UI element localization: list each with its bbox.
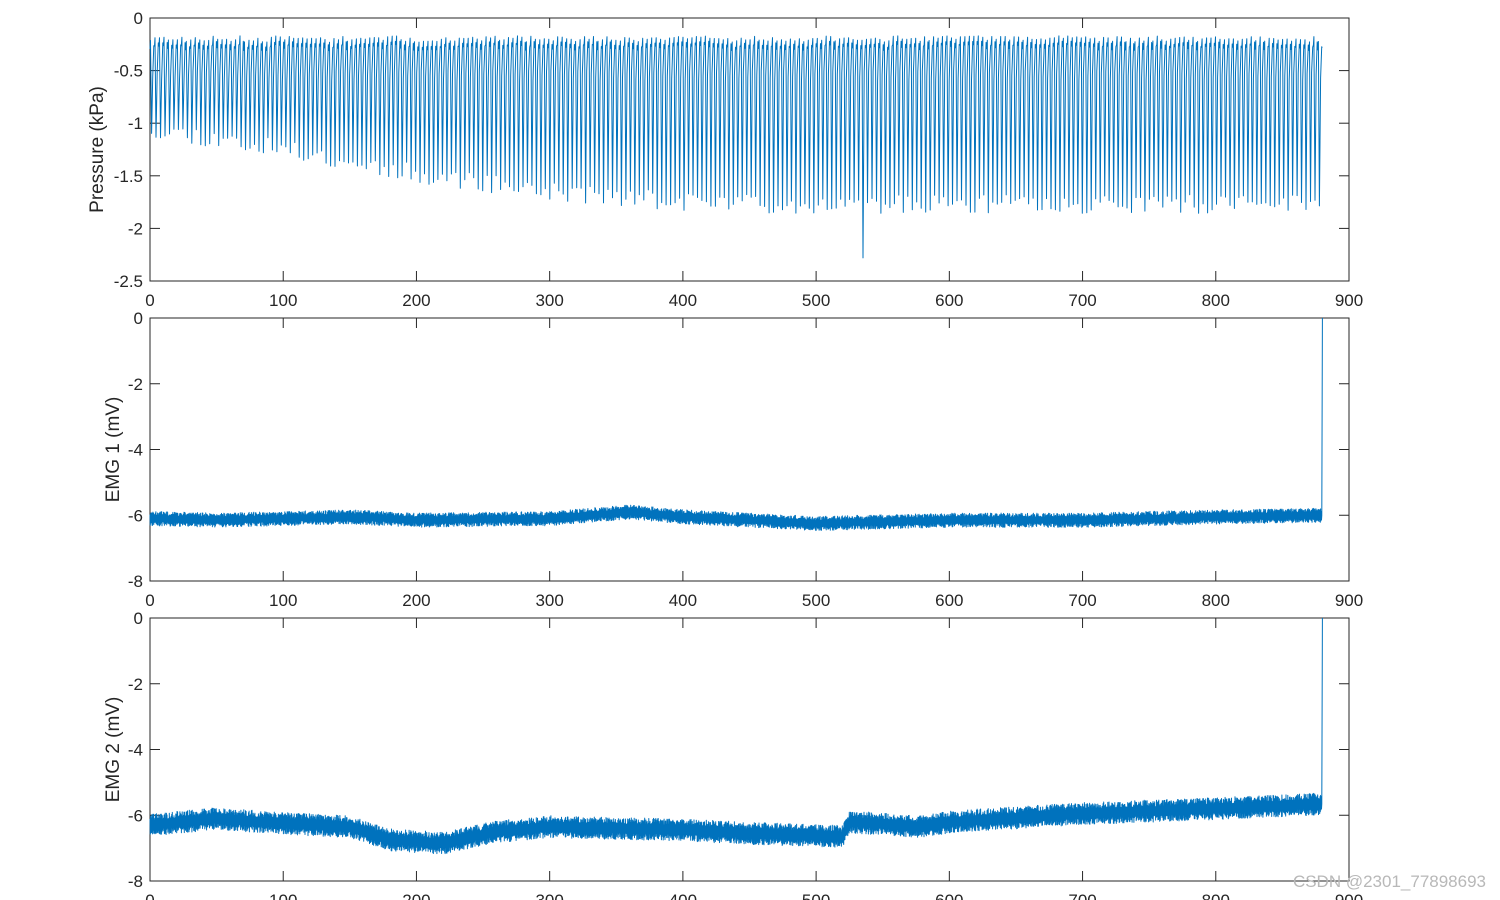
y-tick-label: -8 xyxy=(128,872,143,891)
x-tick-label: 0 xyxy=(145,291,154,310)
series-line xyxy=(149,617,1323,855)
x-tick-label: 900 xyxy=(1335,891,1363,900)
x-tick-label: 200 xyxy=(402,291,430,310)
x-tick-label: 200 xyxy=(402,891,430,900)
x-tick-label: 300 xyxy=(535,591,563,610)
y-tick-label: -6 xyxy=(128,506,143,525)
x-tick-label: 300 xyxy=(535,291,563,310)
x-tick-label: 100 xyxy=(269,291,297,310)
x-tick-label: 800 xyxy=(1202,291,1230,310)
x-tick-label: 300 xyxy=(535,891,563,900)
y-axis-label: EMG 2 (mV) xyxy=(103,697,124,803)
x-tick-label: 700 xyxy=(1068,291,1096,310)
y-tick-label: 0 xyxy=(134,609,143,628)
y-axis-label: EMG 1 (mV) xyxy=(103,397,124,503)
x-tick-label: 400 xyxy=(669,291,697,310)
y-tick-label: -2 xyxy=(128,219,143,238)
series-line xyxy=(149,35,1323,259)
x-tick-label: 600 xyxy=(935,291,963,310)
x-tick-label: 800 xyxy=(1202,591,1230,610)
y-tick-label: -2 xyxy=(128,375,143,394)
subplot-2: 0 100 200 300 400 500 600 700 800 900 0 -2 -4 -6 -8 EMG… xyxy=(103,309,1363,610)
watermark: CSDN @2301_77898693 xyxy=(1292,872,1486,891)
y-tick-label: -1.5 xyxy=(114,167,143,186)
x-tick-label: 400 xyxy=(669,891,697,900)
x-tick-label: 900 xyxy=(1335,291,1363,310)
y-tick-label: -1 xyxy=(128,114,143,133)
y-axis-label: Pressure (kPa) xyxy=(87,86,108,213)
x-tick-label: 500 xyxy=(802,591,830,610)
y-tick-label: -8 xyxy=(128,572,143,591)
x-tick-label: 800 xyxy=(1202,891,1230,900)
y-tick-label: -2 xyxy=(128,675,143,694)
x-tick-label: 0 xyxy=(145,891,154,900)
y-tick-label: -4 xyxy=(128,441,143,460)
x-tick-label: 600 xyxy=(935,891,963,900)
x-tick-label: 900 xyxy=(1335,591,1363,610)
y-tick-label: -4 xyxy=(128,741,143,760)
x-tick-label: 500 xyxy=(802,291,830,310)
x-tick-label: 500 xyxy=(802,891,830,900)
subplot-1: 0 100 200 300 400 500 600 700 800 900 0 -0.5 -1 -1.5 -… xyxy=(87,9,1363,310)
x-tick-label: 700 xyxy=(1068,591,1096,610)
x-tick-label: 100 xyxy=(269,591,297,610)
x-tick-label: 600 xyxy=(935,591,963,610)
y-tick-label: 0 xyxy=(134,309,143,328)
series-line xyxy=(149,317,1323,531)
x-tick-label: 400 xyxy=(669,591,697,610)
x-tick-label: 100 xyxy=(269,891,297,900)
x-tick-label: 200 xyxy=(402,591,430,610)
y-tick-label: -6 xyxy=(128,806,143,825)
y-tick-label: -0.5 xyxy=(114,62,143,81)
subplot-3: 0 100 200 300 400 500 600 700 800 900 0 -2 -4 -6 -8 EMG… xyxy=(103,609,1363,900)
y-tick-label: -2.5 xyxy=(114,272,143,291)
axes-box xyxy=(149,317,1350,582)
x-tick-label: 700 xyxy=(1068,891,1096,900)
x-tick-label: 0 xyxy=(145,591,154,610)
y-tick-label: 0 xyxy=(134,9,143,28)
